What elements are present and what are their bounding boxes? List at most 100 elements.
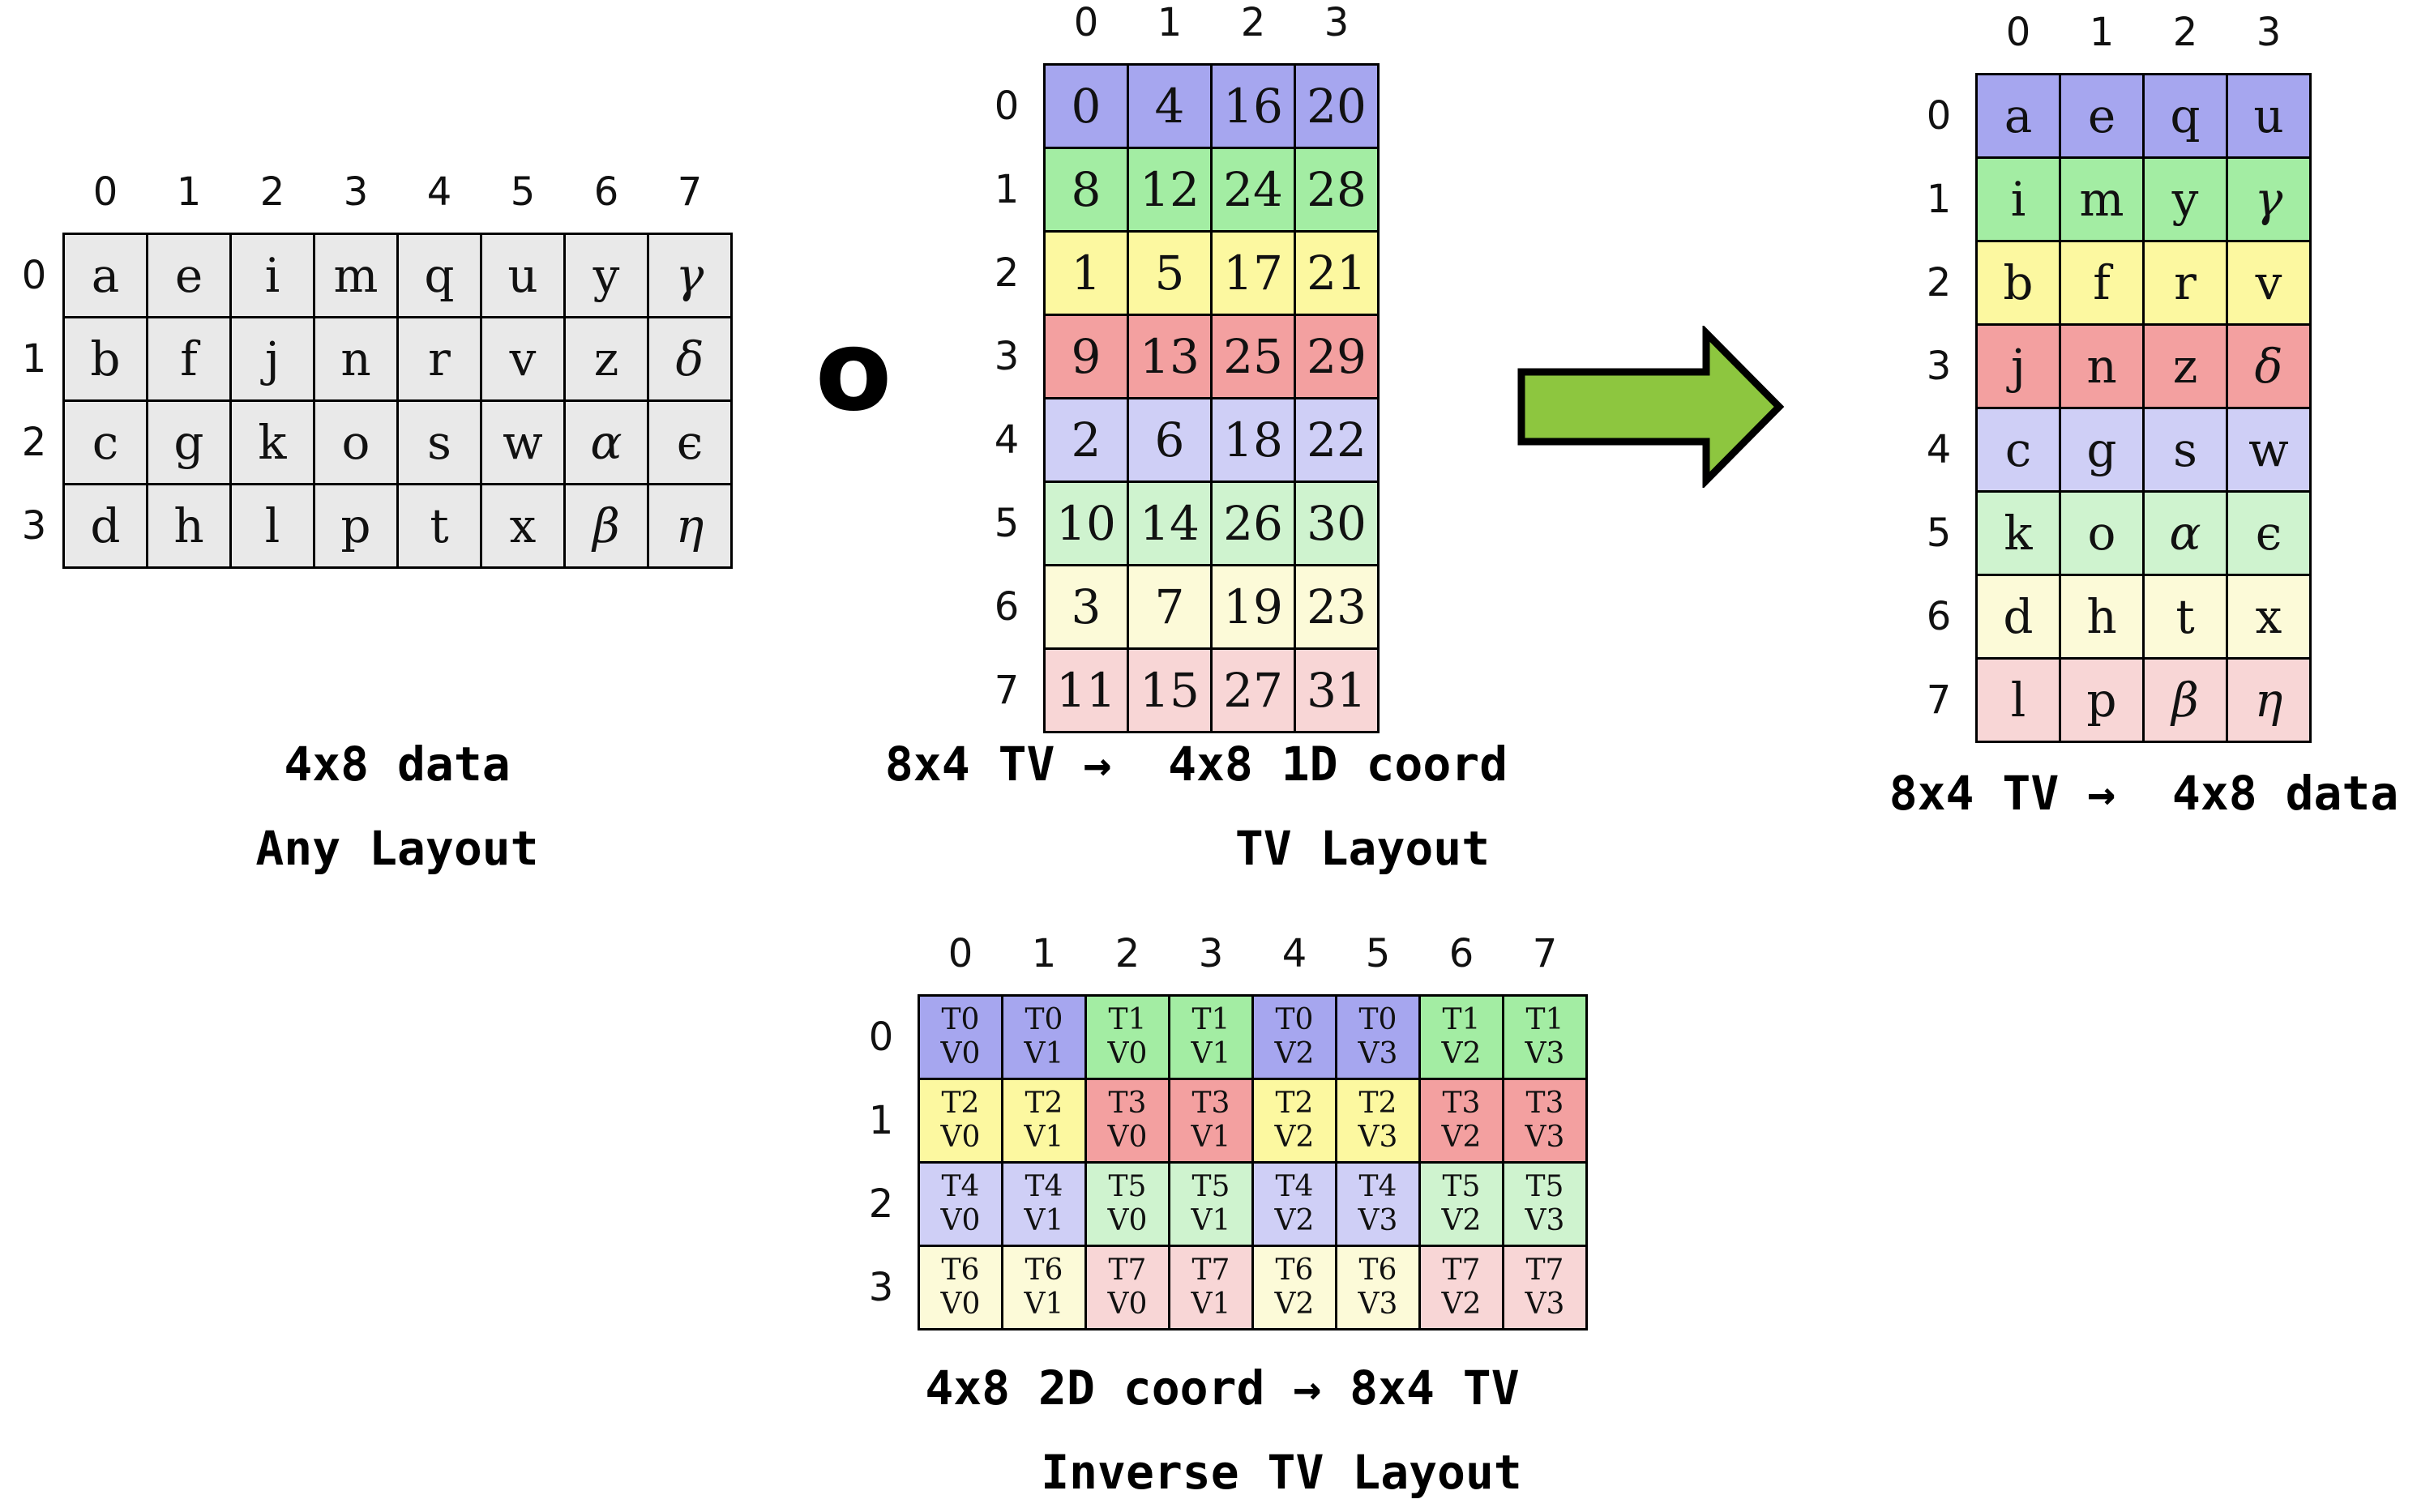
table-cell: ϵ [2228, 493, 2309, 574]
row-header: 0 [994, 83, 1020, 129]
column-header: 2 [1240, 0, 1266, 45]
table-cell: α [2145, 493, 2226, 574]
table-cell: m [315, 235, 396, 316]
table-cell: a [1978, 75, 2059, 156]
result-layout-caption: 8x4 TV → 4x8 data [1889, 766, 2399, 821]
table-cell: 23 [1296, 566, 1377, 647]
table-cell: T6 V3 [1337, 1247, 1418, 1328]
table-cell: m [2061, 159, 2142, 240]
table-cell: 0 [1046, 66, 1127, 147]
table-cell: β [566, 485, 647, 566]
table-cell: 31 [1296, 650, 1377, 731]
table-cell: T3 V3 [1504, 1080, 1585, 1161]
row-header: 0 [868, 1014, 894, 1060]
table-cell: 13 [1129, 316, 1210, 397]
value-id: V0 [1107, 1288, 1148, 1321]
table-cell: 16 [1213, 66, 1294, 147]
table-cell: k [232, 402, 313, 483]
table-cell: e [148, 235, 229, 316]
value-id: V3 [1358, 1037, 1398, 1070]
column-header: 0 [1073, 0, 1099, 45]
value-id: V1 [1191, 1121, 1231, 1154]
value-id: V0 [1107, 1204, 1148, 1237]
table-cell: i [232, 235, 313, 316]
row-header: 0 [21, 253, 47, 298]
table-cell: r [399, 318, 480, 399]
table-cell: 20 [1296, 66, 1377, 147]
column-header: 0 [948, 931, 973, 976]
thread-id: T5 [1525, 1170, 1564, 1203]
table-cell: o [2061, 493, 2142, 574]
column-header: 4 [1281, 931, 1307, 976]
table-cell: f [2061, 242, 2142, 323]
any-layout-row-headers: 0 1 2 3 [6, 233, 62, 569]
any-layout-caption-line2: Any Layout [255, 821, 539, 876]
value-id: V0 [940, 1204, 981, 1237]
table-cell: h [2061, 576, 2142, 657]
table-cell: 17 [1213, 233, 1294, 314]
inverse-tv-layout-caption-line2: Inverse TV Layout [1041, 1445, 1522, 1500]
thread-id: T1 [1525, 1003, 1564, 1036]
table-cell: 1 [1046, 233, 1127, 314]
table-cell: T5 V1 [1170, 1164, 1251, 1245]
thread-id: T4 [941, 1170, 980, 1203]
thread-id: T3 [1108, 1087, 1147, 1120]
row-header: 5 [994, 501, 1020, 546]
thread-id: T2 [1275, 1087, 1314, 1120]
table-cell: j [1978, 326, 2059, 407]
table-cell: c [1978, 409, 2059, 490]
row-header: 7 [994, 668, 1020, 713]
table-cell: T1 V2 [1421, 997, 1502, 1078]
thread-id: T1 [1191, 1003, 1230, 1036]
table-cell: y [2145, 159, 2226, 240]
thread-id: T6 [941, 1254, 980, 1287]
table-cell: T2 V2 [1254, 1080, 1335, 1161]
row-header: 3 [1926, 344, 1952, 389]
column-header: 6 [1448, 931, 1474, 976]
table-cell: T0 V2 [1254, 997, 1335, 1078]
table-cell: α [566, 402, 647, 483]
table-cell: 27 [1213, 650, 1294, 731]
column-header: 7 [1532, 931, 1558, 976]
table-cell: T0 V1 [1003, 997, 1084, 1078]
inverse-tv-layout-column-headers: 0 1 2 3 4 5 6 7 [918, 928, 1588, 980]
column-header: 0 [2005, 10, 2031, 55]
table-cell: j [232, 318, 313, 399]
compose-operator: o [815, 305, 892, 436]
table-cell: e [2061, 75, 2142, 156]
row-header: 0 [1926, 93, 1952, 139]
table-cell: o [315, 402, 396, 483]
table-cell: T1 V0 [1087, 997, 1168, 1078]
table-cell: T7 V0 [1087, 1247, 1168, 1328]
thread-id: T2 [941, 1087, 980, 1120]
value-id: V1 [1024, 1204, 1064, 1237]
table-cell: ϵ [649, 402, 730, 483]
value-id: V3 [1358, 1288, 1398, 1321]
value-id: V2 [1274, 1288, 1315, 1321]
row-header: 7 [1926, 677, 1952, 723]
table-cell: c [65, 402, 146, 483]
column-header: 4 [426, 169, 452, 215]
table-cell: η [649, 485, 730, 566]
thread-id: T4 [1358, 1170, 1397, 1203]
table-cell: 9 [1046, 316, 1127, 397]
thread-id: T3 [1525, 1087, 1564, 1120]
inverse-tv-layout-caption-line1: 4x8 2D coord → 8x4 TV [925, 1360, 1520, 1416]
column-header: 3 [1324, 0, 1350, 45]
value-id: V2 [1441, 1037, 1482, 1070]
table-cell: 29 [1296, 316, 1377, 397]
column-header: 2 [259, 169, 285, 215]
column-header: 6 [593, 169, 619, 215]
thread-id: T6 [1025, 1254, 1063, 1287]
table-cell: k [1978, 493, 2059, 574]
table-cell: h [148, 485, 229, 566]
value-id: V1 [1024, 1288, 1064, 1321]
value-id: V2 [1274, 1121, 1315, 1154]
table-cell: T6 V2 [1254, 1247, 1335, 1328]
column-header: 3 [343, 169, 369, 215]
table-cell: T7 V1 [1170, 1247, 1251, 1328]
row-header: 5 [1926, 510, 1952, 556]
table-cell: z [2145, 326, 2226, 407]
value-id: V1 [1024, 1037, 1064, 1070]
